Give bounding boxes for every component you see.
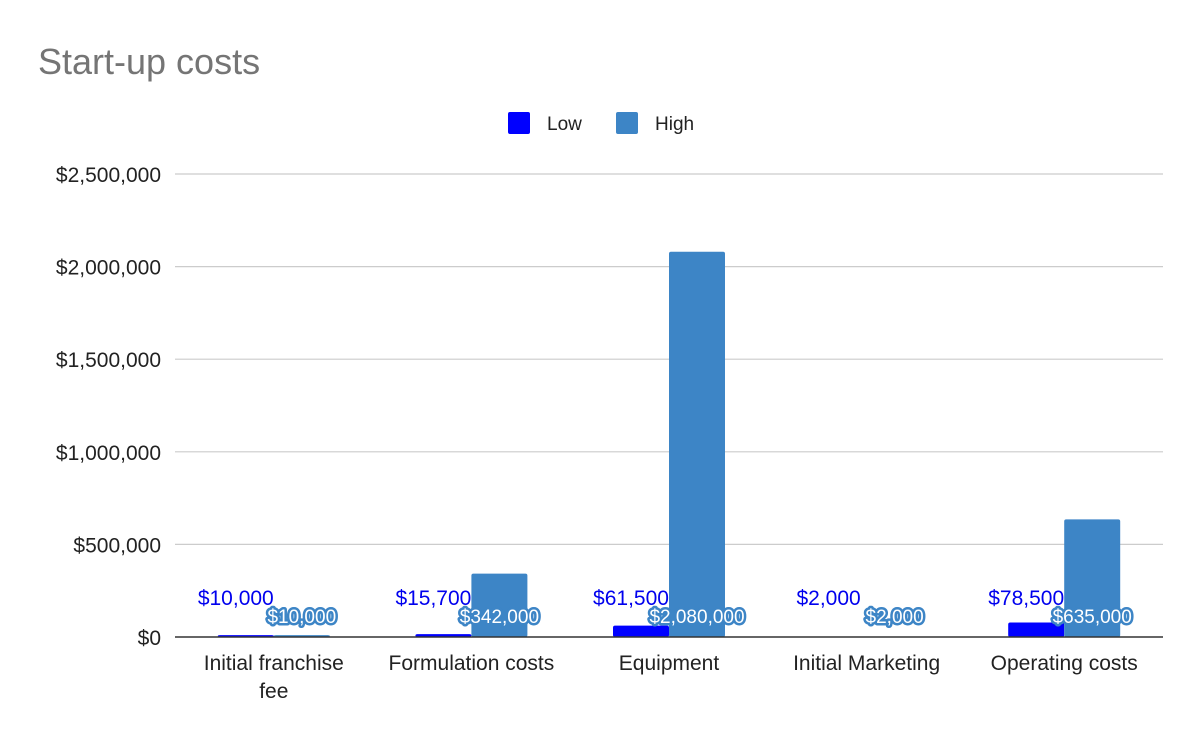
x-tick-label: Initial Marketing: [793, 652, 940, 675]
y-tick-label: $0: [138, 627, 161, 650]
data-label-high: $2,000: [866, 607, 924, 628]
bar-low: [613, 625, 669, 637]
chart-title: Start-up costs: [38, 41, 260, 82]
legend-label: High: [655, 114, 694, 135]
legend-swatch: [616, 112, 638, 134]
y-axis: $0 $500,000 $1,000,000 $1,500,000 $2,000,000…: [56, 164, 161, 650]
legend: Low High: [508, 112, 694, 135]
legend-swatch: [508, 112, 530, 134]
data-label-high: $342,000: [460, 607, 539, 628]
x-tick-label: Equipment: [619, 652, 720, 675]
y-tick-label: $2,500,000: [56, 164, 161, 187]
data-label-low: $10,000: [198, 587, 274, 610]
bars: [217, 251, 1121, 638]
bar-high: [471, 573, 528, 637]
data-label-high: $635,000: [1053, 607, 1132, 628]
data-label-low: $61,500: [593, 587, 669, 610]
data-label-high: $10,000: [267, 607, 336, 628]
y-tick-label: $1,500,000: [56, 349, 161, 372]
data-label-low: $2,000: [796, 587, 860, 610]
y-tick-label: $1,000,000: [56, 442, 161, 465]
x-axis: Initial franchise fee Formulation costs Equ…: [175, 636, 1163, 703]
data-labels: $10,000 $15,700 $61,500 $2,000 $78,500 $10,00…: [198, 587, 1134, 631]
bar-high: [669, 251, 725, 637]
bar-low: [1008, 622, 1065, 637]
bar-high: [1064, 519, 1121, 637]
x-tick-label: Initial franchise fee: [204, 652, 344, 703]
y-tick-label: $2,000,000: [56, 257, 161, 280]
data-label-low: $15,700: [395, 587, 471, 610]
y-tick-label: $500,000: [73, 534, 161, 557]
data-label-low: $78,500: [988, 587, 1064, 610]
legend-label: Low: [547, 114, 582, 135]
x-tick-label: Formulation costs: [389, 652, 555, 675]
x-tick-label: Operating costs: [991, 652, 1138, 675]
data-label-high: $2,080,000: [649, 607, 744, 628]
